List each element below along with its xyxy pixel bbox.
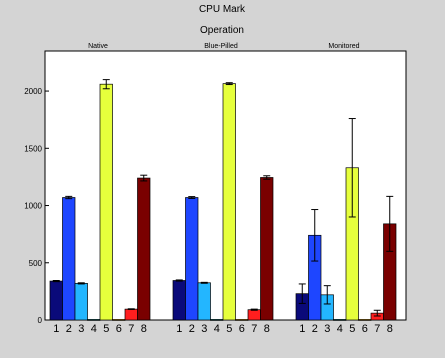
bar — [222, 83, 236, 321]
x-tick-label: 1 — [176, 323, 182, 335]
panel-label-monitored: Monitored — [328, 43, 359, 50]
y-tick-label: 1000 — [24, 202, 42, 211]
bar — [137, 177, 151, 321]
x-tick-label: 1 — [299, 323, 305, 335]
x-tick-label: 6 — [362, 323, 368, 335]
x-tick-label: 7 — [374, 323, 380, 335]
x-tick-label: 4 — [337, 323, 343, 335]
bar — [99, 83, 113, 321]
y-tick-label: 2000 — [24, 87, 42, 96]
bar — [185, 197, 199, 321]
x-tick-label: 4 — [91, 323, 97, 335]
bar — [124, 308, 138, 321]
x-tick-label: 3 — [324, 323, 330, 335]
bar — [62, 197, 76, 321]
bar — [247, 309, 261, 321]
y-tick-label: 1500 — [24, 144, 42, 153]
bar — [333, 319, 347, 321]
y-axis: 0 500 1000 1500 2000 — [24, 87, 49, 325]
panel-label-native: Native — [88, 43, 108, 50]
bar — [197, 282, 211, 321]
bar — [49, 280, 63, 321]
x-tick-label: 8 — [264, 323, 270, 335]
x-tick-label: 6 — [116, 323, 122, 335]
x-tick-label: 5 — [103, 323, 109, 335]
x-tick-label: 7 — [128, 323, 134, 335]
chart-title: CPU Mark — [199, 4, 246, 15]
x-tick-label: 3 — [78, 323, 84, 335]
x-tick-label: 1 — [53, 323, 59, 335]
y-tick-label: 500 — [29, 259, 43, 268]
x-tick-label: 2 — [66, 323, 72, 335]
x-tick-label: 2 — [312, 323, 318, 335]
panel-label-blue-pilled: Blue-Pilled — [204, 43, 238, 50]
bar — [210, 319, 224, 321]
y-tick-label: 0 — [38, 316, 43, 325]
x-tick-label: 4 — [214, 323, 220, 335]
x-tick-label: 5 — [349, 323, 355, 335]
bar — [87, 319, 101, 321]
bar — [358, 319, 372, 321]
x-tick-label: 2 — [189, 323, 195, 335]
bar — [112, 319, 126, 321]
bar — [260, 177, 274, 321]
bar — [74, 283, 88, 321]
chart-subtitle: Operation — [200, 25, 244, 36]
bar — [235, 319, 249, 321]
x-tick-label: 6 — [239, 323, 245, 335]
x-tick-label: 5 — [226, 323, 232, 335]
x-tick-label: 8 — [387, 323, 393, 335]
x-tick-label: 8 — [141, 323, 147, 335]
x-tick-label: 7 — [251, 323, 257, 335]
bars-layer — [49, 79, 397, 321]
bar — [172, 280, 186, 321]
x-tick-label: 3 — [201, 323, 207, 335]
